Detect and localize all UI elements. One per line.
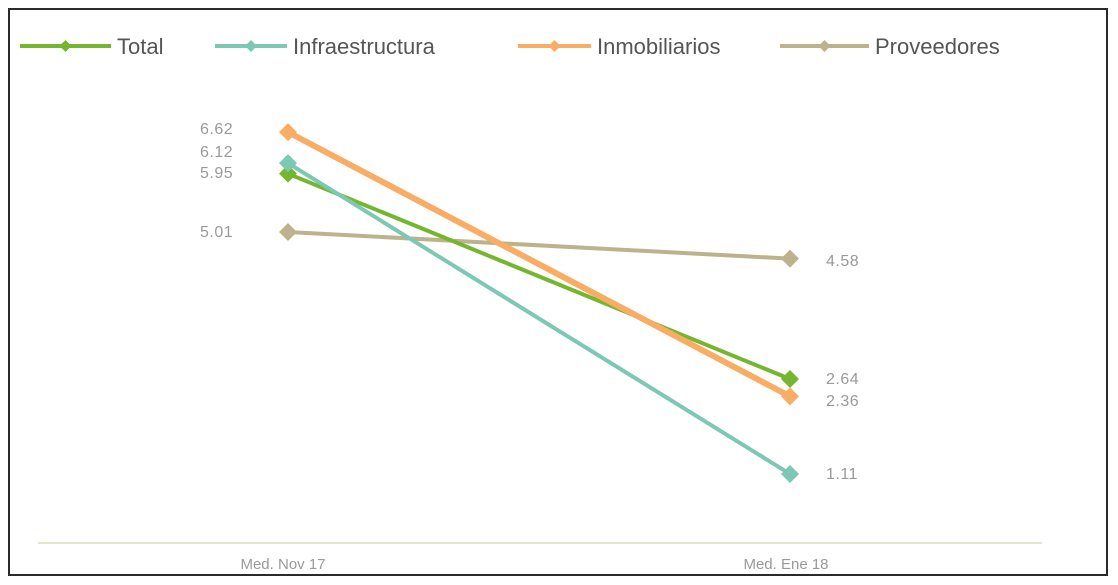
chart-legend: Total Infraestructura Inmobiliarios Proveed…	[20, 34, 1000, 59]
data-point-inmobiliarios-med-nov-17	[279, 123, 297, 142]
data-label-inmobiliarios-start: 6.62	[200, 121, 233, 138]
legend-marker-total	[59, 40, 72, 52]
x-tick-med-nov-17: Med. Nov 17	[240, 556, 325, 573]
data-point-infraestructura-med-ene-18	[781, 464, 799, 483]
data-point-total-med-ene-18	[781, 370, 799, 389]
data-label-total-start: 5.95	[200, 165, 233, 182]
legend-label-infraestructura: Infraestructura	[293, 34, 436, 59]
data-labels: 5.95 2.64 6.12 1.11 6.62 2.36 5.01 4.58	[200, 121, 859, 483]
data-label-proveedores-start: 5.01	[200, 224, 233, 241]
data-point-inmobiliarios-med-ene-18	[781, 387, 799, 406]
series-line-proveedores	[286, 229, 792, 261]
data-label-infraestructura-start: 6.12	[200, 144, 233, 161]
data-point-total-med-nov-17	[279, 164, 297, 183]
legend-label-proveedores: Proveedores	[875, 34, 1000, 59]
data-point-proveedores-med-nov-17	[279, 222, 297, 241]
data-point-proveedores-med-ene-18	[781, 249, 799, 268]
legend-label-total: Total	[117, 34, 163, 59]
data-point-infraestructura-med-nov-17	[279, 154, 297, 173]
legend-marker-infraestructura	[245, 40, 257, 52]
series-line-total	[286, 171, 792, 382]
x-tick-labels: Med. Nov 17 Med. Ene 18	[240, 556, 828, 573]
legend-label-inmobiliarios: Inmobiliarios	[597, 34, 721, 59]
data-label-proveedores-end: 4.58	[826, 253, 859, 270]
legend-marker-proveedores	[818, 40, 831, 52]
data-label-infraestructura-end: 1.11	[826, 466, 858, 483]
series-line-inmobiliarios	[285, 129, 793, 400]
data-label-inmobiliarios-end: 2.36	[826, 393, 859, 410]
chart-frame	[8, 8, 1108, 576]
x-tick-med-ene-18: Med. Ene 18	[743, 556, 828, 573]
series-markers	[279, 123, 799, 483]
series-lines	[285, 129, 793, 476]
data-label-total-end: 2.64	[826, 371, 859, 388]
legend-marker-inmobiliarios	[548, 40, 561, 52]
series-line-infraestructura	[286, 161, 792, 476]
